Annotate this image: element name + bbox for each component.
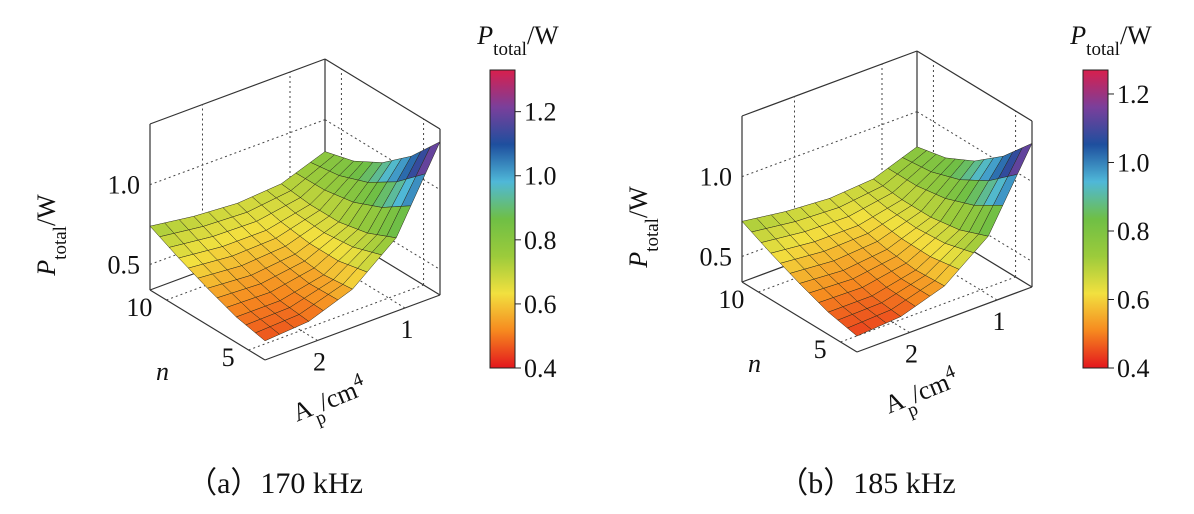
z-tick-label: 1.0 [700,163,733,192]
colorbar-tick-label: 0.6 [524,290,557,319]
x-tick-label: 1 [993,307,1006,336]
x-tick-label: 2 [313,348,326,377]
z-tick-label: 0.5 [108,250,141,279]
axis-label: Ptotal/W [476,21,559,60]
caption: （b）185 kHz [778,467,955,500]
label-unit: /W [32,194,61,226]
y-tick-label: 10 [126,293,152,322]
label-main: P [1069,21,1086,50]
box-edge [741,281,858,353]
colorbar-tick-label: 1.0 [524,162,557,191]
box-edge [149,58,326,125]
colorbar-tick-label: 0.8 [524,226,557,255]
x-tick-label: 1 [401,315,414,344]
colorbar-tick-label: 0.8 [1117,217,1150,246]
x-tick-label: 2 [905,340,918,369]
label-main: P [32,260,61,277]
colorbar-tick-label: 1.2 [1117,80,1150,109]
box-edge [856,286,1033,353]
label-sub: total [1086,39,1120,60]
colorbar [1082,69,1109,369]
grid-line [248,284,424,351]
label-sub: total [642,218,663,252]
axis-label: Ptotal/W [32,194,71,277]
y-tick-label: 5 [814,335,827,364]
label-sub: total [493,39,527,60]
z-tick-label: 0.5 [700,242,733,271]
axis-label: Ptotal/W [624,186,663,269]
axis-label: Ptotal/W [1069,21,1152,60]
caption: （a）170 kHz [187,467,363,500]
axis-label: n [156,357,169,386]
grid-line [840,276,1016,343]
label-main: P [624,252,653,269]
label-sub: total [50,226,71,260]
axis-label: Ap/cm4 [287,368,374,436]
colorbar-tick-label: 0.4 [1117,354,1150,383]
box-edge [149,289,266,361]
colorbar-tick-label: 1.0 [1117,148,1150,177]
label-unit: /W [624,186,653,218]
label-unit: /W [527,21,559,50]
label-unit: /W [1120,21,1152,50]
grid-line [741,111,918,178]
grid-line [149,119,326,186]
z-tick-label: 1.0 [108,171,141,200]
surface-patch [254,326,281,342]
box-edge [264,294,441,361]
box-edge [741,50,918,117]
colorbar [489,69,516,369]
y-tick-label: 10 [718,285,744,314]
axis-label: Ap/cm4 [879,360,966,428]
y-tick-label: 5 [222,343,235,372]
colorbar-tick-label: 0.4 [524,354,557,383]
box-edge [916,50,1033,122]
box-edge [324,58,441,130]
label-main: P [476,21,493,50]
surface-patch [846,321,873,337]
colorbar-tick-label: 0.6 [1117,285,1150,314]
colorbar-tick-label: 1.2 [524,98,557,127]
axis-label: n [748,349,761,378]
